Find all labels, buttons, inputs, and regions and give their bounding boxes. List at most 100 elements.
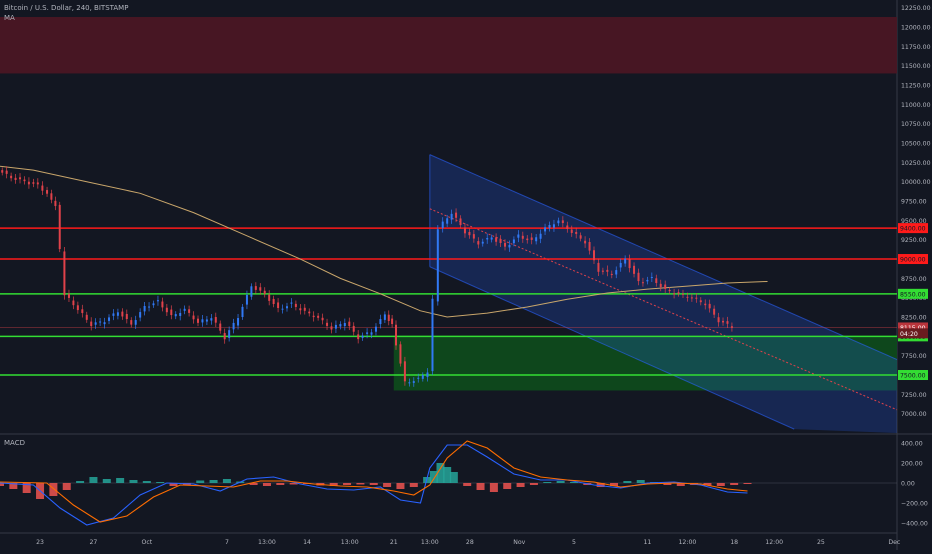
candle-body bbox=[241, 306, 244, 318]
macd-histogram-bar bbox=[209, 480, 218, 483]
macd-histogram-bar bbox=[62, 483, 71, 490]
candle-body bbox=[399, 344, 402, 364]
channel-upper-line bbox=[429, 154, 898, 361]
symbol-title: Bitcoin / U.S. Dollar, 240, BITSTAMP bbox=[4, 4, 129, 12]
candle-body bbox=[85, 314, 88, 320]
candle-body bbox=[237, 318, 240, 326]
candle-body bbox=[526, 238, 529, 241]
candle-body bbox=[713, 308, 716, 315]
candle-body bbox=[308, 311, 311, 314]
candle-body bbox=[259, 287, 262, 291]
macd-histogram-bar bbox=[743, 483, 752, 484]
candle-body bbox=[130, 320, 133, 325]
time-tick-label: 18 bbox=[730, 539, 738, 546]
candle-body bbox=[14, 177, 17, 180]
time-tick-label: 13:00 bbox=[341, 539, 359, 546]
candle-body bbox=[334, 324, 337, 329]
candle-body bbox=[486, 238, 489, 240]
candle-body bbox=[210, 318, 213, 321]
candle-body bbox=[165, 307, 168, 313]
level-price-label: 7500.00 bbox=[900, 373, 926, 380]
macd-histogram-bar bbox=[289, 483, 298, 485]
candle-body bbox=[46, 190, 49, 194]
candle-body bbox=[254, 286, 257, 290]
macd-histogram-bar bbox=[443, 467, 452, 483]
candle-body bbox=[726, 321, 729, 324]
candle-body bbox=[477, 241, 480, 245]
candle-body bbox=[125, 313, 128, 320]
candle-body bbox=[664, 284, 667, 289]
candle-body bbox=[281, 308, 284, 310]
current-price-tag bbox=[898, 328, 928, 339]
candle-body bbox=[436, 229, 439, 302]
candle-body bbox=[299, 308, 302, 311]
macd-histogram-bar bbox=[663, 483, 672, 485]
candle-body bbox=[290, 302, 293, 304]
time-tick-label: 21 bbox=[390, 539, 398, 546]
candle-body bbox=[36, 182, 39, 185]
candle-body bbox=[232, 322, 235, 330]
candle-body bbox=[421, 375, 424, 379]
candle-body bbox=[143, 305, 146, 312]
candle-body bbox=[192, 315, 195, 320]
candle-body bbox=[481, 241, 484, 244]
candle-body bbox=[357, 334, 360, 340]
candle-body bbox=[179, 312, 182, 316]
candle-body bbox=[326, 322, 329, 326]
candle-body bbox=[417, 377, 420, 379]
candle-body bbox=[446, 218, 449, 224]
channel-mid-line bbox=[429, 208, 898, 411]
candle-body bbox=[183, 308, 186, 311]
macd-histogram-bar bbox=[396, 483, 405, 489]
macd-histogram-bar bbox=[102, 479, 111, 483]
price-axis: 7000.007250.007500.007750.008000.008250.… bbox=[898, 5, 931, 418]
macd-histogram-bar bbox=[489, 483, 498, 492]
candle-body bbox=[272, 298, 275, 305]
time-tick-label: 13:00 bbox=[258, 539, 276, 546]
macd-histogram-bar bbox=[76, 481, 85, 483]
candle-body bbox=[228, 330, 231, 338]
price-tick-label: 11500.00 bbox=[901, 63, 931, 70]
candle-body bbox=[566, 225, 569, 229]
macd-histogram-bar bbox=[262, 483, 271, 486]
macd-histogram-bar bbox=[196, 480, 205, 483]
macd-histogram-bar bbox=[22, 483, 31, 493]
candle-body bbox=[463, 227, 466, 234]
macd-histogram-bar bbox=[156, 482, 165, 483]
candle-body bbox=[41, 185, 44, 191]
macd-histogram-bar bbox=[610, 483, 619, 486]
candle-body bbox=[352, 325, 355, 332]
macd-tick-label: 0.00 bbox=[901, 481, 915, 488]
candle-body bbox=[361, 335, 364, 338]
candle-body bbox=[468, 231, 471, 236]
candle-body bbox=[633, 265, 636, 274]
candle-body bbox=[561, 220, 564, 224]
candle-body bbox=[112, 313, 115, 316]
candle-body bbox=[557, 220, 560, 224]
candle-body bbox=[619, 262, 622, 268]
macd-histogram-bar bbox=[0, 483, 4, 486]
time-tick-label: 7 bbox=[225, 539, 229, 546]
macd-histogram-bar bbox=[676, 483, 685, 486]
time-tick-label: 12:00 bbox=[765, 539, 783, 546]
macd-histogram-bar bbox=[529, 483, 538, 485]
candle-body bbox=[312, 315, 315, 318]
candle-body bbox=[174, 314, 177, 317]
indicator-label-ma: MA bbox=[4, 14, 15, 22]
candle-body bbox=[32, 182, 35, 184]
macd-pane: −400.00 −200.00 0.00 200.00 400.00 bbox=[0, 440, 928, 528]
price-tick-label: 9250.00 bbox=[901, 237, 927, 244]
macd-histogram-bar bbox=[249, 483, 258, 485]
macd-histogram-bar bbox=[569, 482, 578, 483]
candle-body bbox=[27, 181, 30, 185]
time-tick-label: 27 bbox=[90, 539, 98, 546]
price-tick-label: 9750.00 bbox=[901, 199, 927, 206]
macd-histogram-bar bbox=[116, 478, 125, 483]
candle-body bbox=[722, 320, 725, 323]
macd-histogram-bar bbox=[703, 483, 712, 486]
price-tick-label: 8750.00 bbox=[901, 276, 927, 283]
candle-body bbox=[139, 312, 142, 318]
price-tick-label: 10750.00 bbox=[901, 121, 931, 128]
